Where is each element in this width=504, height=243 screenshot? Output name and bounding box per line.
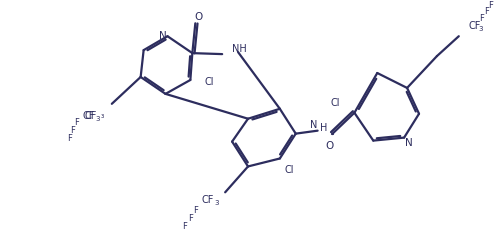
Text: F: F [479, 14, 484, 23]
Text: F: F [75, 118, 80, 127]
Text: F: F [188, 214, 193, 223]
Text: 3: 3 [479, 26, 483, 32]
Text: Cl: Cl [204, 77, 214, 87]
Text: F: F [488, 1, 493, 10]
Text: 3: 3 [214, 200, 218, 206]
Text: Cl: Cl [285, 165, 294, 175]
Text: 3: 3 [96, 116, 100, 122]
Text: N: N [159, 31, 166, 41]
Text: CF: CF [201, 195, 214, 205]
Text: ₃: ₃ [101, 111, 104, 120]
Text: F: F [71, 126, 76, 135]
Text: N: N [405, 138, 413, 148]
Text: O: O [326, 140, 334, 151]
Text: F: F [182, 222, 187, 231]
Text: CF: CF [83, 111, 95, 121]
Text: F: F [193, 206, 198, 215]
Text: NH: NH [232, 44, 247, 54]
Text: CF: CF [469, 21, 481, 31]
Text: O: O [194, 12, 203, 22]
Text: Cl: Cl [331, 98, 341, 108]
Text: F: F [484, 7, 489, 16]
Text: N: N [310, 120, 318, 130]
Text: F: F [67, 134, 72, 143]
Text: H: H [320, 123, 327, 133]
Text: CF: CF [85, 111, 97, 121]
